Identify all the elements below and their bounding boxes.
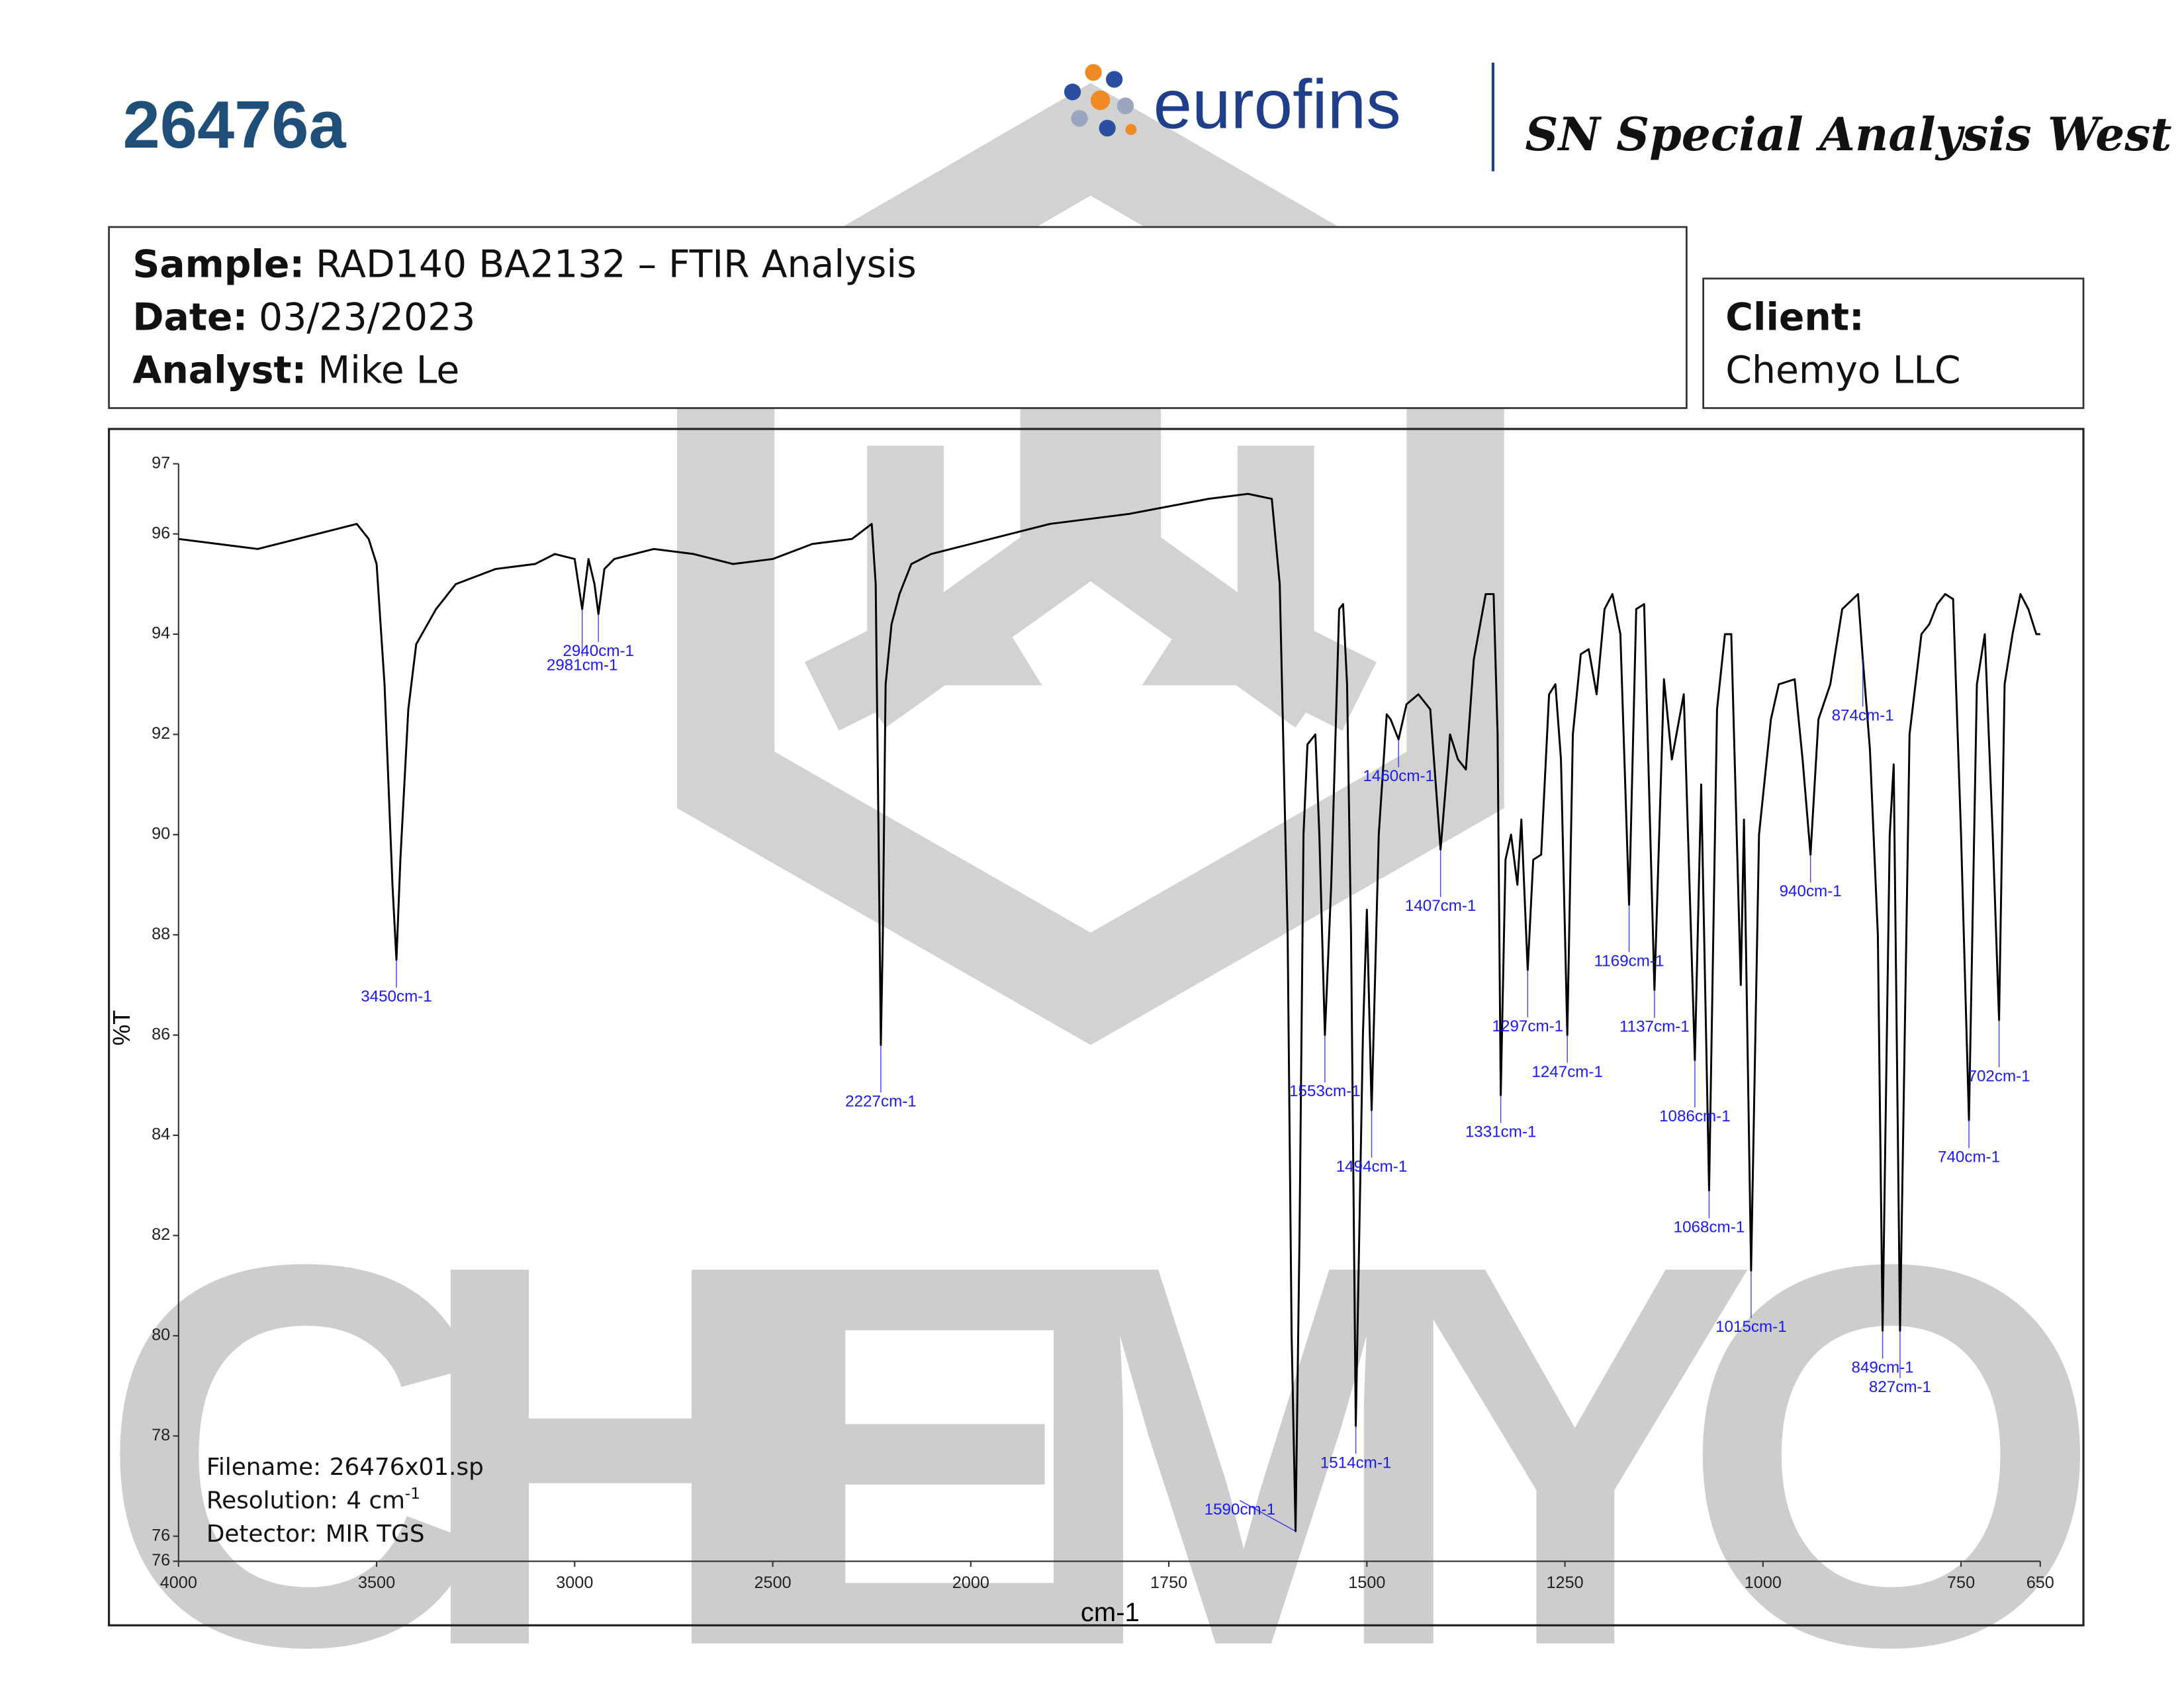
peak-label: 740cm-1 [1938, 1148, 2000, 1166]
y-tick-label: 76 [152, 1526, 170, 1544]
x-tick-label: 1750 [1150, 1573, 1187, 1592]
x-tick-label: 650 [2026, 1573, 2054, 1592]
y-tick-label: 78 [152, 1426, 170, 1444]
client-name: Chemyo LLC [1725, 349, 1960, 393]
peak-label: 1460cm-1 [1363, 767, 1434, 785]
peak-label: 849cm-1 [1852, 1358, 1914, 1376]
date-label: Date: [132, 296, 248, 340]
peak-label: 1331cm-1 [1465, 1123, 1537, 1141]
y-tick-label: 90 [152, 825, 170, 843]
resolution-label: Resolution: [206, 1487, 338, 1515]
filename: 26476x01.sp [330, 1454, 484, 1481]
filename-line: Filename: 26476x01.sp [206, 1454, 484, 1481]
y-tick-label: 94 [152, 624, 170, 643]
x-tick-label: 2500 [754, 1573, 791, 1592]
y-axis-label: %T [109, 1010, 135, 1046]
peak-label: 1068cm-1 [1674, 1218, 1745, 1236]
analyst-value: Mike Le [318, 349, 459, 393]
peak-label: 1137cm-1 [1619, 1018, 1690, 1036]
brand-dots [1064, 64, 1137, 137]
x-tick-label: 4000 [160, 1573, 197, 1592]
peak-label: 1494cm-1 [1336, 1158, 1408, 1176]
watermark-flask [926, 598, 1261, 686]
sample-value: RAD140 BA2132 – FTIR Analysis [316, 243, 917, 287]
client-label: Client: [1725, 296, 1864, 340]
report-id: 26476a [123, 88, 347, 162]
resolution-line: Resolution: 4 cm-1 [206, 1485, 420, 1515]
peak-label: 1590cm-1 [1205, 1501, 1276, 1519]
peak-label: 2940cm-1 [563, 642, 634, 660]
peak-label: 1169cm-1 [1594, 952, 1664, 970]
y-tick-label: 76 [152, 1551, 170, 1570]
brand-name: eurofins [1154, 66, 1401, 144]
x-tick-label: 3500 [358, 1573, 395, 1592]
chart-frame [108, 428, 2085, 1626]
peak-label: 1553cm-1 [1289, 1082, 1361, 1100]
y-tick-label: 88 [152, 925, 170, 943]
y-tick-label: 92 [152, 724, 170, 743]
spectrum [178, 492, 2040, 1532]
peak-leader [1240, 1500, 1296, 1532]
peak-label: 3450cm-1 [361, 988, 432, 1006]
analyst-line: Analyst: Mike Le [132, 349, 459, 393]
y-tick-label: 97 [152, 453, 170, 472]
x-tick-label: 2000 [952, 1573, 989, 1592]
sample-label: Sample: [132, 243, 304, 287]
y-tick-label: 84 [152, 1125, 170, 1144]
peak-label: 1247cm-1 [1531, 1063, 1603, 1081]
x-tick-label: 1250 [1547, 1573, 1584, 1592]
y-tick-label: 96 [152, 524, 170, 542]
peak-label: 1015cm-1 [1715, 1318, 1787, 1336]
x-tick-label: 1000 [1745, 1573, 1782, 1592]
peak-label: 2227cm-1 [845, 1092, 917, 1110]
resolution-exp: -1 [405, 1485, 420, 1503]
peak-label: 827cm-1 [1869, 1378, 1931, 1396]
client-box [1702, 277, 2085, 409]
resolution: 4 cm [346, 1487, 405, 1515]
sample-box [108, 226, 1688, 409]
y-tick-label: 86 [152, 1025, 170, 1043]
date-line: Date: 03/23/2023 [132, 296, 475, 340]
peak-label: 1407cm-1 [1405, 897, 1477, 915]
peak-label: 1086cm-1 [1659, 1107, 1731, 1125]
division: SN Special Analysis West [1525, 108, 2171, 162]
filename-label: Filename: [206, 1454, 321, 1481]
peak-label: 1297cm-1 [1492, 1017, 1564, 1035]
x-tick-label: 3000 [556, 1573, 593, 1592]
plot: 76 76 78 80 82 84 86 88 90 92 94 96 97 4000 3500 3000 25… [109, 453, 2054, 1627]
peak-label: 702cm-1 [1968, 1068, 2030, 1086]
analyst-label: Analyst: [132, 349, 306, 393]
detector-line: Detector: MIR TGS [206, 1521, 425, 1548]
y-tick-label: 82 [152, 1225, 170, 1244]
x-axis-label: cm-1 [1081, 1598, 1140, 1627]
peak-label: 1514cm-1 [1320, 1454, 1392, 1472]
date-value: 03/23/2023 [259, 296, 475, 340]
detector-label: Detector: [206, 1521, 317, 1548]
y-tick-label: 80 [152, 1326, 170, 1344]
detector: MIR TGS [326, 1521, 425, 1548]
peak-label: 940cm-1 [1780, 882, 1842, 900]
sample-line: Sample: RAD140 BA2132 – FTIR Analysis [132, 243, 916, 287]
peak-label: 2981cm-1 [547, 657, 618, 675]
watermark-text: CHEMYO [98, 1152, 2103, 1688]
x-tick-label: 750 [1947, 1573, 1975, 1592]
x-tick-label: 1500 [1348, 1573, 1385, 1592]
peak-label: 874cm-1 [1832, 706, 1894, 724]
